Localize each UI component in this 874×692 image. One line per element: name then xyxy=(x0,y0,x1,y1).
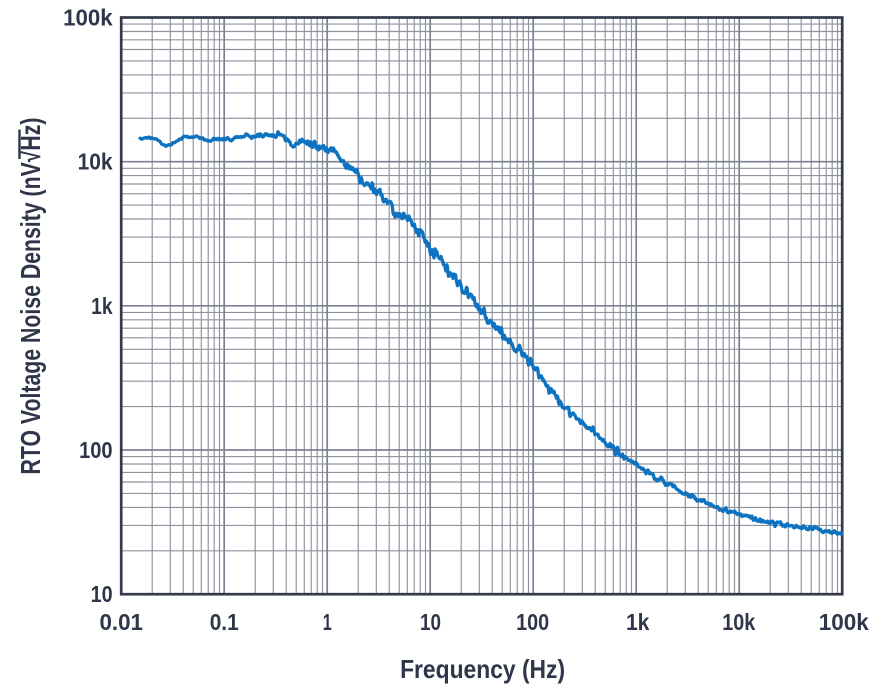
svg-text:RTO Voltage Noise Density (nV√: RTO Voltage Noise Density (nV√Hz) xyxy=(15,118,46,475)
svg-text:100k: 100k xyxy=(819,609,869,635)
svg-text:0.01: 0.01 xyxy=(99,609,143,635)
svg-text:100: 100 xyxy=(516,609,549,635)
svg-text:1: 1 xyxy=(323,609,332,635)
svg-text:0.1: 0.1 xyxy=(210,609,239,635)
svg-text:100: 100 xyxy=(79,437,113,463)
svg-text:1k: 1k xyxy=(626,609,650,635)
svg-text:100k: 100k xyxy=(63,4,113,30)
svg-text:1k: 1k xyxy=(91,293,113,319)
svg-text:Frequency (Hz): Frequency (Hz) xyxy=(400,654,565,684)
svg-text:10k: 10k xyxy=(722,609,755,635)
svg-text:10: 10 xyxy=(420,609,441,635)
svg-text:10k: 10k xyxy=(78,149,113,175)
svg-text:10: 10 xyxy=(91,581,113,607)
